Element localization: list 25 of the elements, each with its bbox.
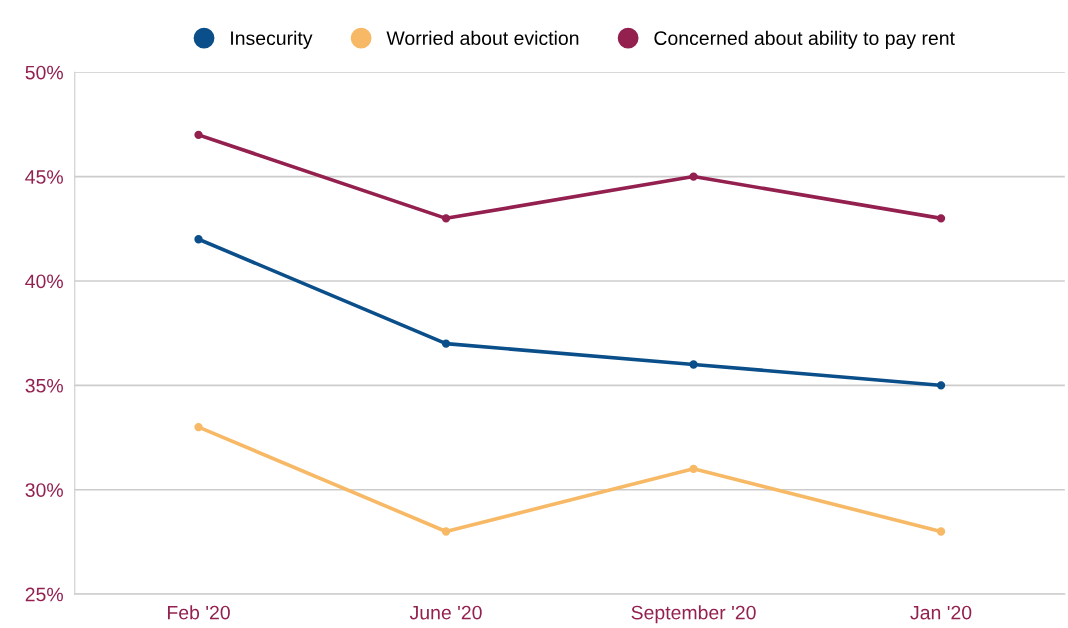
legend-label: Concerned about ability to pay rent bbox=[654, 30, 955, 49]
y-tick-label: 35% bbox=[25, 378, 63, 393]
point bbox=[441, 527, 451, 536]
y-tick-label: 25% bbox=[25, 587, 63, 602]
y-tick-label: 45% bbox=[25, 170, 63, 184]
y-tick-label: 40% bbox=[25, 274, 63, 289]
point bbox=[936, 381, 946, 390]
point bbox=[441, 339, 451, 348]
point bbox=[194, 422, 203, 432]
y-tick-label: 50% bbox=[25, 65, 63, 80]
point bbox=[689, 360, 698, 369]
point bbox=[936, 527, 946, 536]
point bbox=[689, 464, 698, 474]
point bbox=[689, 172, 698, 181]
legend-label: Worried about eviction bbox=[386, 30, 579, 46]
point bbox=[194, 235, 203, 244]
x-tick-label: June '20 bbox=[409, 605, 482, 620]
point bbox=[194, 130, 203, 140]
point bbox=[441, 214, 451, 223]
legend-label: Insecurity bbox=[231, 30, 313, 49]
x-tick-label: September '20 bbox=[631, 605, 756, 624]
point bbox=[936, 214, 946, 223]
x-tick-label: Feb '20 bbox=[167, 605, 230, 620]
y-tick-label: 30% bbox=[25, 483, 63, 497]
x-tick-label: Jan '20 bbox=[910, 605, 972, 620]
